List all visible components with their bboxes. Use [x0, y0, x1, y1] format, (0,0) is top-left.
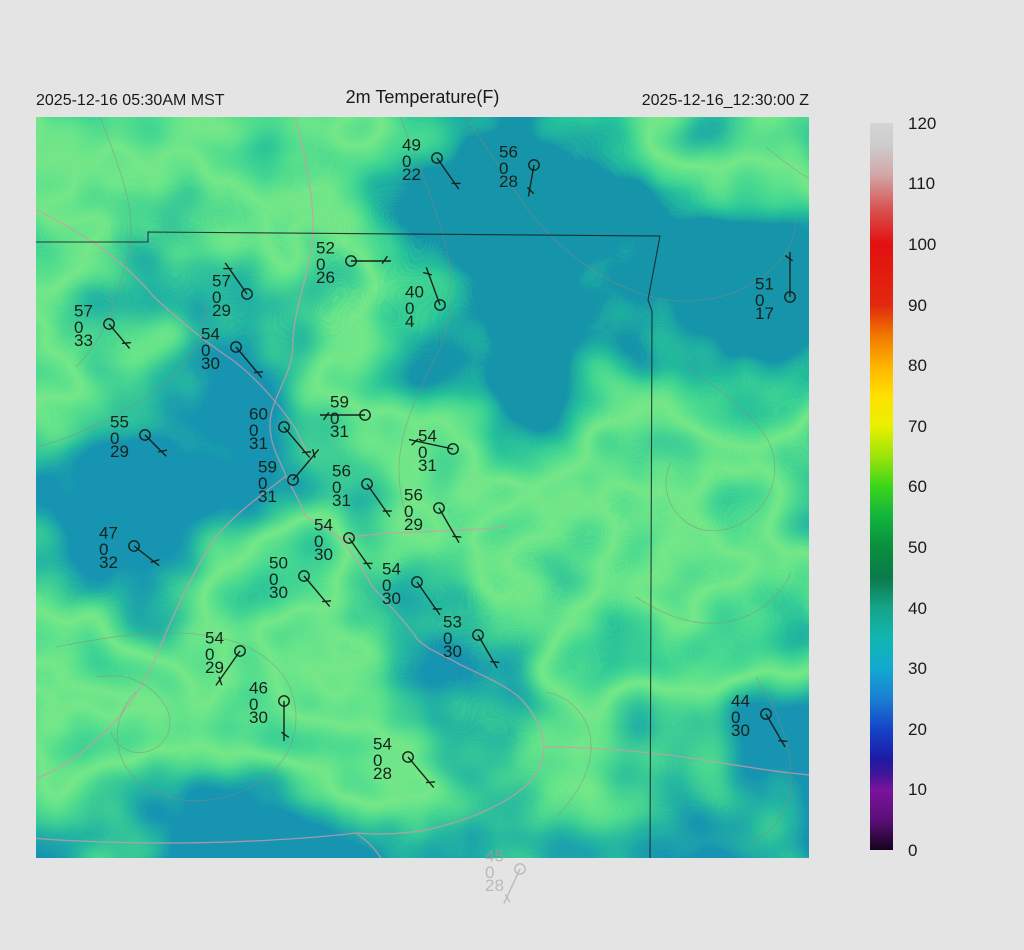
svg-text:4: 4 — [405, 312, 414, 331]
svg-text:28: 28 — [373, 764, 392, 783]
svg-text:31: 31 — [330, 422, 349, 441]
svg-text:32: 32 — [99, 553, 118, 572]
svg-text:29: 29 — [205, 658, 224, 677]
svg-text:45: 45 — [485, 847, 504, 859]
svg-text:30: 30 — [249, 708, 268, 727]
svg-text:28: 28 — [499, 172, 518, 191]
svg-text:17: 17 — [755, 304, 774, 323]
svg-text:29: 29 — [110, 442, 129, 461]
svg-text:31: 31 — [258, 487, 277, 506]
svg-text:0: 0 — [485, 863, 494, 882]
svg-text:30: 30 — [269, 583, 288, 602]
svg-text:31: 31 — [418, 456, 437, 475]
svg-text:26: 26 — [316, 268, 335, 287]
svg-text:31: 31 — [332, 491, 351, 510]
svg-text:22: 22 — [402, 165, 421, 184]
svg-text:31: 31 — [249, 434, 268, 453]
svg-text:30: 30 — [382, 589, 401, 608]
svg-text:28: 28 — [485, 876, 504, 895]
svg-text:29: 29 — [212, 301, 231, 320]
svg-text:30: 30 — [731, 721, 750, 740]
svg-text:30: 30 — [443, 642, 462, 661]
svg-text:30: 30 — [314, 545, 333, 564]
svg-text:29: 29 — [404, 515, 423, 534]
svg-text:30: 30 — [201, 354, 220, 373]
